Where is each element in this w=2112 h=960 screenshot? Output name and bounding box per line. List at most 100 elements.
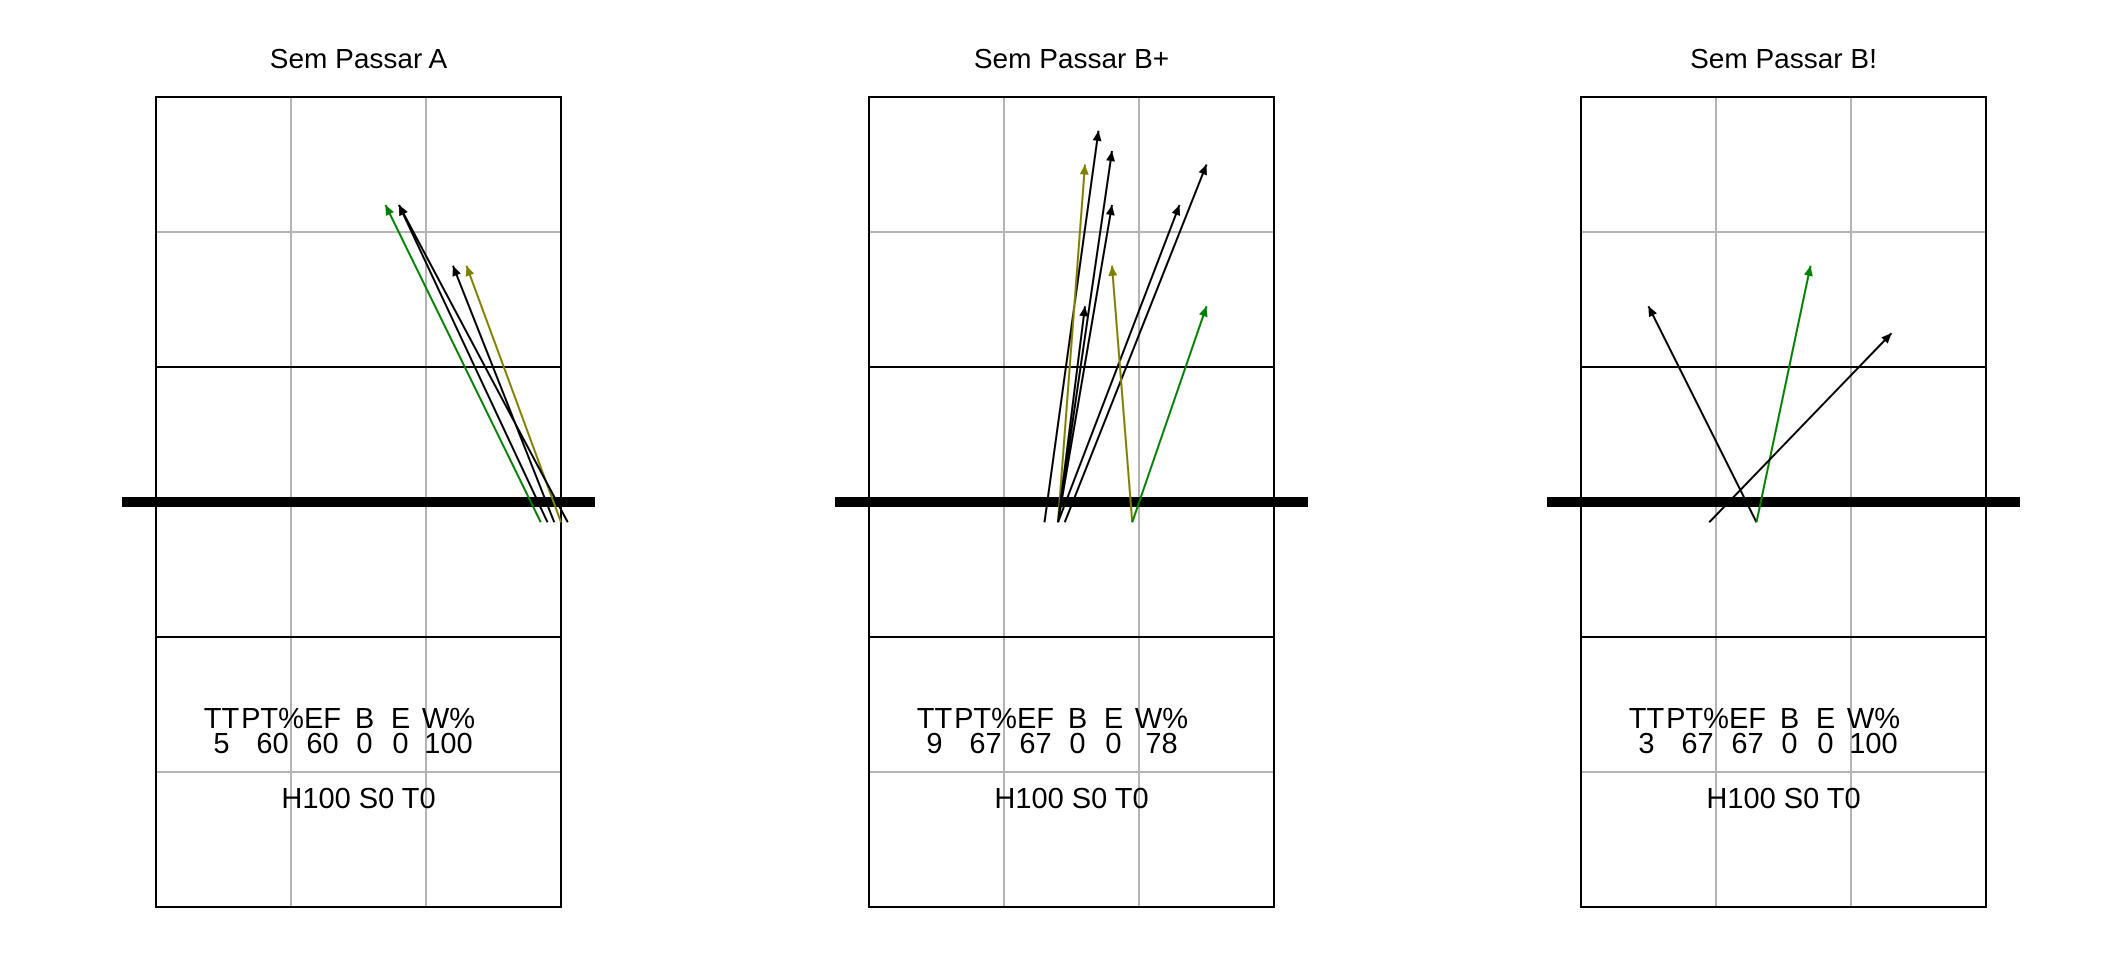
stat-value-tt: 9 [926,728,942,760]
arrow-head [1108,265,1118,277]
stat-value-tt: 3 [1638,728,1654,760]
panel-sem-passar-a: Sem Passar A TT PT% EF B E W% 5 60 60 0 … [122,43,595,908]
stats-table: TT PT% EF B E W% 3 67 67 0 0 100 [1629,703,1900,760]
stat-value-pt: 67 [969,728,1001,760]
stat-value-b: 0 [356,728,372,760]
stat-value-ef: 67 [1731,728,1763,760]
stat-header-pt: PT% [954,703,1017,735]
serve-arrows [1043,130,1208,523]
stat-value-tt: 5 [213,728,229,760]
panel-title: Sem Passar B+ [974,43,1169,74]
arrow-shaft [1057,164,1086,523]
stat-value-ef: 67 [1019,728,1051,760]
arrow-head [1881,333,1892,344]
stat-header-tt: TT [1629,703,1665,735]
stat-value-b: 0 [1069,728,1085,760]
arrow-shaft [1057,204,1113,523]
stat-header-w: W% [422,703,475,735]
footer-label: H100 S0 T0 [281,783,435,815]
stat-header-e: E [391,703,410,735]
arrow-head [1092,130,1102,142]
stat-value-w: 100 [1849,728,1897,760]
stat-value-ef: 60 [306,728,338,760]
arrow-shaft [1647,305,1758,523]
stat-header-b: B [355,703,374,735]
serve-arrows [1647,265,1893,523]
serve-arrow [1057,204,1115,523]
arrow-head [1648,306,1658,318]
serve-arrow [1647,305,1758,523]
arrow-head [1171,205,1181,216]
arrow-shaft [384,204,542,523]
arrow-head [399,205,408,216]
stats-table: TT PT% EF B E W% 9 67 67 0 0 78 [917,703,1188,760]
stat-header-b: B [1068,703,1087,735]
footer-label: H100 S0 T0 [1706,783,1860,815]
arrow-shaft [1043,130,1100,523]
arrow-head [385,205,394,216]
stat-header-ef: EF [1729,703,1766,735]
arrow-head [1198,164,1207,176]
panel-sem-passar-b-excl: Sem Passar B! TT PT% EF B E W% 3 67 67 0… [1547,43,2020,908]
stat-value-w: 78 [1145,728,1177,760]
stat-value-pt: 60 [256,728,288,760]
court-grid [122,96,595,908]
arrow-shaft [452,265,556,523]
serve-arrow [1131,305,1208,523]
arrow-head [1105,205,1115,216]
serve-arrow [1063,164,1208,523]
stat-header-e: E [1816,703,1835,735]
serve-arrow [398,204,569,523]
stat-header-pt: PT% [1666,703,1729,735]
arrow-shaft [1111,265,1134,523]
serve-arrow [1057,306,1089,523]
arrow-head [1079,306,1089,317]
serve-arrows [384,204,569,523]
stat-header-tt: TT [204,703,240,735]
serve-arrow [1057,164,1089,523]
stat-value-e: 0 [1105,728,1121,760]
stat-value-e: 0 [1817,728,1833,760]
footer-label: H100 S0 T0 [994,783,1148,815]
stat-value-w: 100 [424,728,472,760]
stat-header-pt: PT% [241,703,304,735]
arrow-shaft [1063,164,1208,523]
arrow-shaft [398,204,569,523]
stat-header-e: E [1104,703,1123,735]
arrow-shaft [1708,332,1893,523]
arrow-shaft [1057,150,1113,523]
stat-header-ef: EF [1017,703,1054,735]
court-grid [1547,96,2020,908]
panel-title: Sem Passar B! [1690,43,1877,74]
arrow-shaft [1755,265,1812,523]
stat-header-w: W% [1847,703,1900,735]
stat-value-b: 0 [1781,728,1797,760]
panel-title: Sem Passar A [270,43,448,74]
arrow-head [1804,265,1813,277]
stat-header-b: B [1780,703,1799,735]
arrow-head [1106,151,1115,162]
serve-arrow [384,204,542,523]
stat-header-ef: EF [304,703,341,735]
arrow-head [465,265,475,277]
stat-value-e: 0 [392,728,408,760]
panel-sem-passar-b-plus: Sem Passar B+ TT PT% EF B E W% 9 67 67 0… [835,43,1308,908]
arrow-shaft [1131,305,1208,523]
serve-arrow [1108,265,1134,523]
stat-value-pt: 67 [1681,728,1713,760]
stat-header-w: W% [1135,703,1188,735]
stats-table: TT PT% EF B E W% 5 60 60 0 0 100 [204,703,475,760]
serve-arrow [1057,150,1115,523]
stat-header-tt: TT [917,703,953,735]
serve-arrow [1755,265,1813,523]
arrow-head [1198,306,1208,318]
serve-arrow [398,204,549,523]
arrow-shaft [1057,306,1086,523]
arrow-shaft [398,204,549,523]
serve-arrow [1043,130,1102,523]
serve-arrow [1708,332,1893,523]
serve-arrow [452,265,556,523]
arrow-head [1079,164,1089,175]
arrow-head [452,265,461,277]
